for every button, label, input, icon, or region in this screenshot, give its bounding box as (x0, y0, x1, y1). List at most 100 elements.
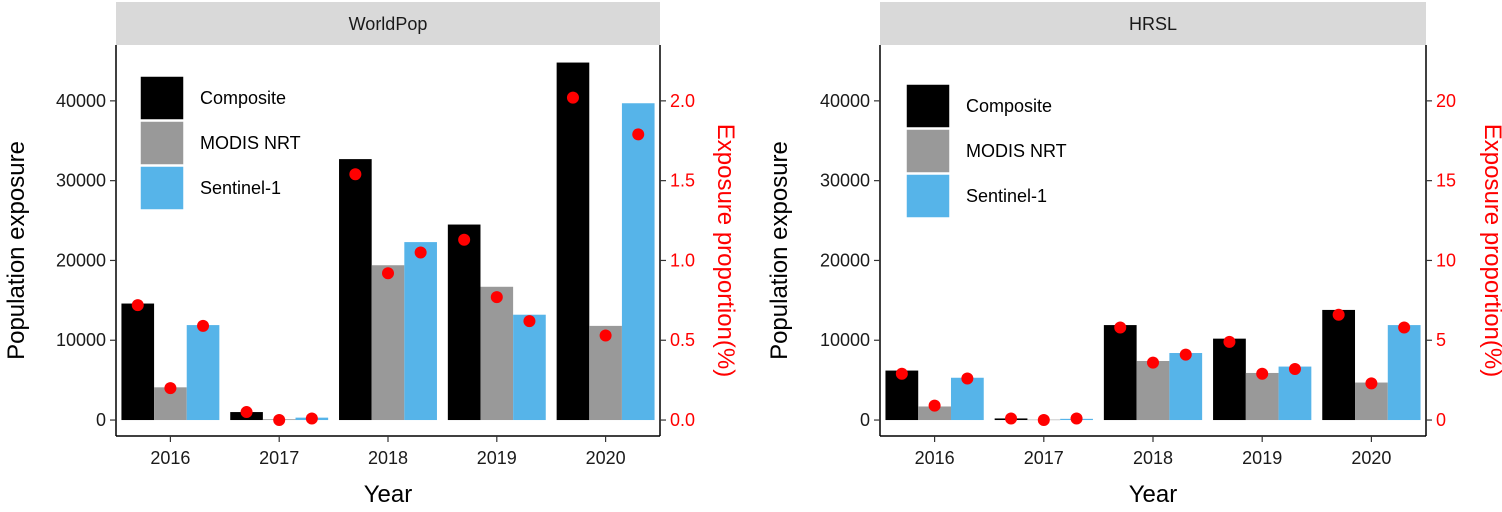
proportion-point-modis-nrt-2016 (928, 399, 941, 412)
y-tick-label: 30000 (820, 171, 870, 191)
proportion-point-sentinel-1-2018 (414, 246, 427, 259)
panel-strip (880, 2, 1426, 45)
legend-key-sentinel-1 (139, 165, 185, 211)
legend-label: Sentinel-1 (200, 178, 281, 198)
y2-axis-title: Exposure proportion(%) (712, 124, 739, 377)
bar-modis-nrt-2019 (1245, 372, 1279, 421)
proportion-point-modis-nrt-2019 (490, 291, 503, 304)
x-tick-label: 2019 (1242, 448, 1282, 468)
panel-title: HRSL (1129, 14, 1177, 34)
legend-key-sentinel-1 (905, 173, 951, 219)
bar-sentinel-1-2020 (1387, 325, 1421, 421)
x-tick-label: 2016 (915, 448, 955, 468)
legend: Composite MODIS NRT Sentinel-1 (139, 75, 301, 211)
bar-modis-nrt-2020 (589, 325, 622, 421)
legend-label: Composite (200, 88, 286, 108)
panel-strip (116, 2, 660, 45)
bar-sentinel-1-2020 (621, 103, 655, 421)
bar-sentinel-1-2019 (1278, 366, 1312, 421)
x-tick-label: 2019 (477, 448, 517, 468)
bar-sentinel-1-2019 (513, 314, 546, 421)
proportion-point-composite-2017 (1005, 412, 1018, 425)
bar-composite-2019 (447, 224, 481, 421)
proportion-point-composite-2019 (458, 233, 471, 246)
bar-composite-2019 (1213, 338, 1246, 421)
bar-composite-2020 (1322, 309, 1356, 421)
legend-key-modis-nrt (139, 120, 185, 166)
legend: Composite MODIS NRT Sentinel-1 (905, 83, 1067, 219)
proportion-point-composite-2019 (1223, 335, 1236, 348)
x-tick-label: 2018 (368, 448, 408, 468)
proportion-point-sentinel-1-2019 (1288, 362, 1301, 375)
proportion-point-sentinel-1-2018 (1179, 348, 1192, 361)
proportion-point-modis-nrt-2018 (382, 267, 394, 280)
y2-tick-label: 1.0 (670, 250, 695, 270)
legend-key-modis-nrt (905, 128, 951, 174)
proportion-point-composite-2017 (240, 406, 253, 419)
x-tick-label: 2018 (1133, 448, 1173, 468)
bar-composite-2020 (556, 62, 590, 421)
bar-sentinel-1-2016 (186, 325, 220, 421)
proportion-point-modis-nrt-2016 (164, 382, 177, 395)
x-tick-label: 2017 (259, 448, 299, 468)
y2-tick-label: 1.5 (670, 171, 695, 191)
y-tick-label: 40000 (820, 91, 870, 111)
y2-tick-label: 15 (1436, 171, 1456, 191)
legend-label: MODIS NRT (966, 141, 1067, 161)
proportion-point-modis-nrt-2020 (599, 329, 612, 342)
proportion-point-composite-2018 (349, 168, 362, 181)
y-tick-label: 30000 (56, 171, 106, 191)
proportion-point-sentinel-1-2017 (1070, 412, 1083, 425)
proportion-point-modis-nrt-2019 (1256, 367, 1269, 380)
proportion-point-modis-nrt-2018 (1147, 356, 1159, 369)
x-tick-label: 2020 (586, 448, 626, 468)
y2-tick-label: 0 (1436, 410, 1446, 430)
y-axis-title: Population exposure (766, 141, 793, 360)
proportion-point-composite-2016 (131, 299, 144, 312)
y2-tick-label: 0.5 (670, 330, 695, 350)
panel-worldpop: WorldPop 0 10000 20000 30000 40000 0.0 0.5 1.0 1.… (3, 2, 739, 508)
panel-hrsl: HRSL 0 10000 20000 30000 40000 0 5 10 15 20 2016 201… (766, 2, 1502, 508)
y-tick-label: 10000 (820, 330, 870, 350)
x-axis-title: Year (364, 481, 413, 508)
proportion-point-modis-nrt-2020 (1365, 377, 1378, 390)
x-tick-label: 2017 (1024, 448, 1064, 468)
y2-tick-label: 5 (1436, 330, 1446, 350)
y-tick-label: 20000 (820, 250, 870, 270)
proportion-point-sentinel-1-2016 (197, 319, 210, 332)
legend-key-composite (905, 83, 951, 129)
y2-tick-label: 0.0 (670, 410, 695, 430)
bar-modis-nrt-2018 (371, 265, 405, 421)
proportion-point-sentinel-1-2020 (632, 128, 645, 141)
y-tick-label: 20000 (56, 250, 106, 270)
bar-composite-2016 (121, 303, 155, 421)
y-tick-label: 0 (96, 410, 106, 430)
bar-composite-2018 (339, 159, 372, 421)
y-tick-label: 0 (860, 410, 870, 430)
proportion-point-composite-2018 (1114, 321, 1127, 334)
bar-composite-2018 (1103, 325, 1137, 421)
y-tick-label: 40000 (56, 91, 106, 111)
y-tick-label: 10000 (56, 330, 106, 350)
y2-tick-label: 2.0 (670, 91, 695, 111)
y2-tick-label: 10 (1436, 250, 1456, 270)
bar-sentinel-1-2016 (950, 377, 984, 421)
proportion-point-composite-2020 (1332, 308, 1345, 321)
legend-key-composite (139, 75, 185, 121)
bar-sentinel-1-2018 (1169, 353, 1203, 421)
proportion-point-modis-nrt-2017 (273, 414, 286, 427)
x-axis-title: Year (1129, 481, 1178, 508)
bar-modis-nrt-2016 (918, 406, 951, 421)
x-tick-label: 2016 (150, 448, 190, 468)
x-tick-label: 2020 (1351, 448, 1391, 468)
proportion-point-sentinel-1-2019 (523, 315, 536, 328)
bar-sentinel-1-2018 (404, 242, 437, 421)
proportion-point-composite-2016 (895, 367, 908, 380)
proportion-point-sentinel-1-2020 (1398, 321, 1411, 334)
proportion-point-modis-nrt-2017 (1037, 414, 1050, 427)
proportion-point-sentinel-1-2016 (961, 372, 974, 385)
y2-axis-title: Exposure proportion(%) (1479, 124, 1502, 377)
legend-label: MODIS NRT (200, 133, 301, 153)
legend-label: Composite (966, 96, 1052, 116)
panel-title: WorldPop (349, 14, 428, 34)
